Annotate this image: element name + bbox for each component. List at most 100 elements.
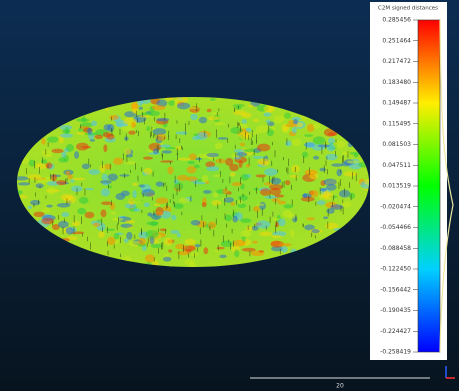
cloud-spot [208, 221, 216, 229]
cloud-spot [125, 161, 136, 165]
cloud-spot [103, 132, 111, 137]
cloud-spot [252, 241, 258, 244]
cloud-spot [285, 180, 290, 185]
cloud-spot [202, 175, 209, 182]
cloud-spot [95, 135, 103, 139]
cloud-spot [168, 249, 172, 252]
colorbar-tick-label: -0.156442 [380, 286, 411, 293]
cloud-spot [36, 183, 44, 188]
cloud-spot [306, 217, 315, 220]
cloud-spot [152, 105, 166, 110]
cloud-spot [133, 190, 137, 198]
cloud-spot [112, 218, 124, 221]
cloud-spot [79, 197, 89, 204]
cloud-spot [319, 168, 326, 172]
cloud-spot [243, 134, 249, 137]
cloud-spot [145, 230, 158, 238]
cloud-spot [91, 120, 97, 126]
cloud-spot [279, 243, 292, 246]
cloud-spot [343, 151, 350, 155]
cloud-spot [18, 182, 30, 185]
cloud-spot [138, 238, 146, 245]
cloud-spot [110, 212, 116, 215]
cloud-spot [74, 151, 79, 159]
cloud-spot [93, 223, 100, 227]
cloud-spot [187, 166, 197, 173]
cloud-spot [159, 144, 171, 147]
cloud-spot [197, 154, 207, 158]
cloud-spot [284, 113, 291, 119]
cloud-spot [139, 107, 143, 110]
cloud-spot [128, 131, 135, 135]
cloud-spot [28, 206, 33, 209]
cloud-spot [263, 112, 271, 116]
cloud-spot [162, 150, 172, 153]
cloud-spot [223, 188, 229, 194]
cloud-spot [271, 235, 282, 238]
cloud-spot [145, 254, 155, 262]
cloud-spot [212, 112, 216, 115]
cloud-spot [242, 119, 247, 123]
cloud-spot [66, 144, 74, 152]
cloud-spot [156, 197, 169, 204]
cloud-spot [216, 159, 226, 164]
cloud-spot [90, 139, 96, 142]
cloud-spot [41, 138, 45, 145]
colorbar-tick-label: -0.088458 [380, 245, 411, 252]
cloud-spot [254, 188, 259, 191]
cloud-spot [139, 115, 152, 118]
cloud-spot [236, 152, 247, 157]
cloud-spot [218, 137, 229, 140]
cloud-spot [313, 156, 319, 160]
cloud-spot [285, 141, 291, 147]
cloud-spot [233, 110, 247, 115]
cloud-spot [72, 221, 80, 226]
cloud-spot [156, 181, 164, 186]
cloud-spot [131, 122, 136, 128]
cloud-spot [47, 136, 58, 142]
cloud-spot [214, 122, 225, 125]
cloud-spot [66, 227, 74, 235]
cloud-spot [344, 171, 358, 176]
colorbar-tick-label: 0.047511 [382, 162, 411, 169]
colorbar-tick-label: -0.122450 [380, 266, 411, 273]
cloud-spot [184, 239, 195, 245]
cloud-spot [260, 188, 271, 195]
cloud-spot [313, 123, 320, 128]
cloud-spot [164, 238, 173, 246]
cloud-spot [313, 136, 326, 144]
cloud-spot [70, 179, 74, 182]
cloud-spot [41, 149, 52, 156]
cloud-spot [190, 114, 198, 120]
cloud-spot [188, 161, 195, 164]
cloud-spot [230, 172, 236, 177]
cloud-spot [215, 143, 223, 149]
cloud-spot [151, 244, 163, 248]
cloud-spot [253, 206, 260, 212]
cloud-spot [41, 159, 47, 164]
cloud-spot [108, 173, 118, 181]
cloud-spot [177, 233, 181, 237]
cloud-spot [124, 238, 129, 242]
cloud-spot [241, 230, 252, 237]
scale-bar-label: 20 [336, 383, 344, 390]
cloud-spot [76, 143, 89, 151]
cloud-spot [160, 160, 173, 163]
cloud-spot [240, 218, 251, 223]
cloud-spot [101, 209, 107, 217]
cloud-spot [116, 124, 128, 127]
cloud-spot [229, 164, 239, 171]
cloud-spot [232, 216, 238, 223]
cloud-spot [322, 192, 334, 200]
cloud-spot [326, 184, 336, 191]
cloud-spot [241, 174, 249, 180]
cloud-spot [113, 157, 123, 164]
cloud-spot [85, 188, 94, 190]
cloud-spot [233, 240, 246, 247]
colorbar-tick-label: 0.115495 [382, 120, 411, 127]
cloud-spot [144, 203, 150, 208]
cloud-spot [291, 165, 300, 173]
cloud-spot [305, 169, 318, 175]
cloud-spot [65, 127, 69, 135]
cloud-spot [326, 154, 338, 161]
